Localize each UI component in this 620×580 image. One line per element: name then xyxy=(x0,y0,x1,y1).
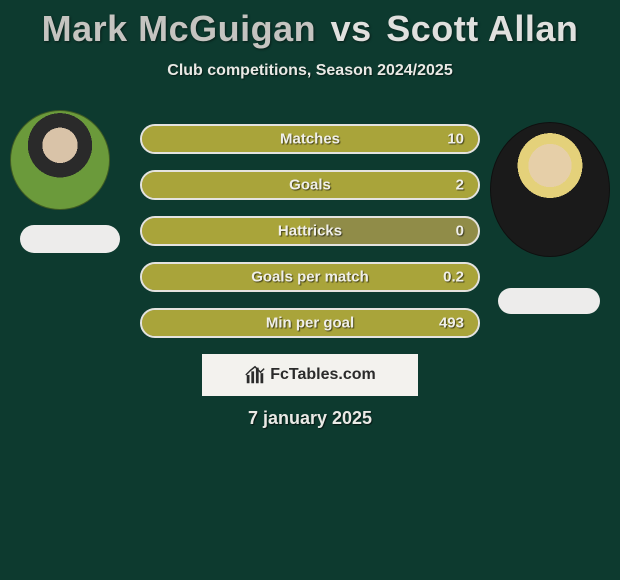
subtitle: Club competitions, Season 2024/2025 xyxy=(0,62,620,80)
stat-bar: Min per goal 493 xyxy=(140,308,480,338)
stat-bar-label: Hattricks xyxy=(278,223,342,240)
stat-bar-label: Matches xyxy=(280,131,340,148)
stat-bar-label: Min per goal xyxy=(266,315,354,332)
stat-bar-value: 10 xyxy=(447,131,464,148)
stat-bar: Goals per match 0.2 xyxy=(140,262,480,292)
stat-bar: Matches 10 xyxy=(140,124,480,154)
brand-box: FcTables.com xyxy=(202,354,418,396)
bar-chart-icon xyxy=(244,364,266,386)
stat-bar-value: 2 xyxy=(456,177,464,194)
stat-bar: Hattricks 0 xyxy=(140,216,480,246)
stat-bar-value: 0 xyxy=(456,223,464,240)
stat-bar-label: Goals xyxy=(289,177,331,194)
date-label: 7 january 2025 xyxy=(0,408,620,429)
stat-bar-value: 0.2 xyxy=(443,269,464,286)
stat-bar: Goals 2 xyxy=(140,170,480,200)
player1-name: Mark McGuigan xyxy=(42,8,317,49)
stat-bar-label: Goals per match xyxy=(251,269,369,286)
brand-text: FcTables.com xyxy=(270,366,376,384)
stat-bars: Matches 10 Goals 2 Hattricks 0 Goals per match… xyxy=(140,124,480,354)
player2-flag xyxy=(498,288,600,314)
player1-avatar xyxy=(10,110,110,210)
player2-avatar xyxy=(490,122,610,257)
player1-flag xyxy=(20,225,120,253)
comparison-title: Mark McGuigan vs Scott Allan xyxy=(0,0,620,50)
vs-label: vs xyxy=(327,8,376,49)
stat-bar-value: 493 xyxy=(439,315,464,332)
player2-name: Scott Allan xyxy=(386,8,578,49)
